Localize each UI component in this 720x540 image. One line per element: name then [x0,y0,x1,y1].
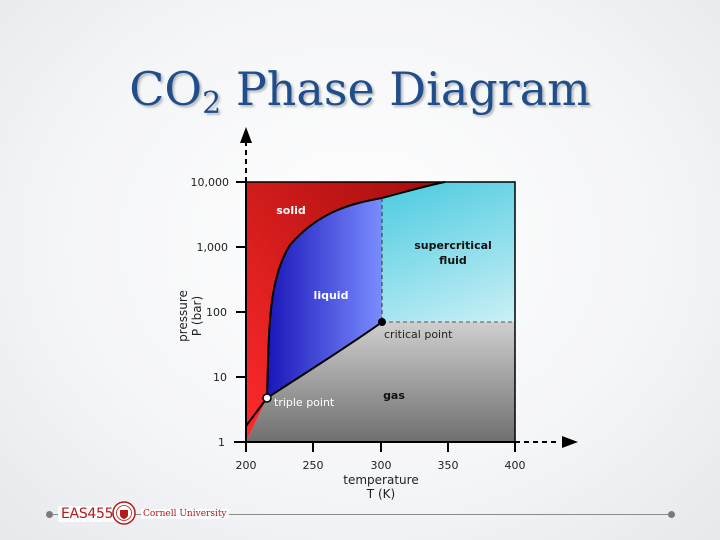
x-axis-arrowhead [562,436,578,448]
cornell-seal-icon [112,501,136,525]
y-axis-title-units: P (bar) [190,296,204,336]
supercritical-label: supercritical [414,239,492,252]
gas-label: gas [383,389,405,402]
x-tick-label: 200 [236,459,257,472]
x-tick-label: 250 [303,459,324,472]
critical-point-marker [378,318,386,326]
x-axis-title-units: T (K) [366,487,395,501]
y-axis-title: pressure [176,290,190,342]
y-axis-arrowhead [240,127,252,143]
course-code: EAS4550 [58,506,125,522]
footer-left-dot [46,511,53,518]
university-name: Cornell University [141,509,229,519]
x-axis-title: temperature [343,473,418,487]
y-tick-label: 1,000 [197,241,229,254]
x-tick-label: 350 [438,459,459,472]
x-tick-label: 400 [505,459,526,472]
footer-rule [52,514,674,515]
footer-right-dot [668,511,675,518]
liquid-label: liquid [314,289,349,302]
fluid-label: fluid [439,254,467,267]
liquid-region [267,198,382,398]
y-tick-label: 1 [218,436,225,449]
vaporization-curve [266,321,383,399]
y-tick-label: 100 [206,306,227,319]
triple-point-marker [262,393,272,403]
triple-point-label: triple point [274,396,335,409]
x-ticks [245,442,516,452]
gas-region [246,322,515,442]
critical-point-label: critical point [384,328,453,341]
y-tick-label: 10,000 [191,176,230,189]
sublimation-curve [245,397,268,427]
melting-curve [266,181,446,399]
y-tick-label: 10 [213,371,227,384]
y-ticks [236,181,246,443]
x-tick-label: 300 [371,459,392,472]
solid-region [246,182,445,442]
slide-title: CO2 Phase Diagram [129,62,591,121]
solid-label: solid [276,204,306,217]
